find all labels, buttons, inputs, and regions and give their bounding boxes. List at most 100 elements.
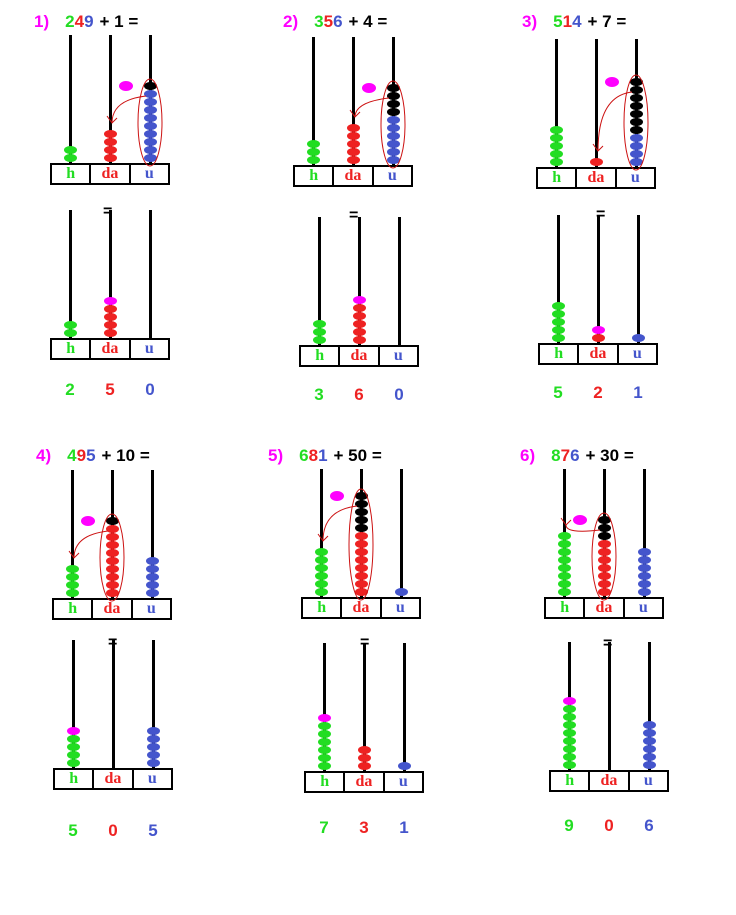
bead-da: [105, 541, 119, 549]
bead-da: [103, 130, 117, 138]
bead-da: [354, 524, 368, 532]
bead-h: [557, 540, 571, 548]
bead-h: [549, 142, 563, 150]
addend: + 7 =: [587, 12, 627, 31]
bead-da: [357, 762, 371, 770]
digit-h: 4: [67, 446, 77, 465]
abacus-start: h da u: [301, 469, 423, 619]
bead-h: [66, 759, 80, 767]
digit-h: 6: [299, 446, 309, 465]
digit-h: 2: [65, 12, 75, 31]
bead-h: [317, 762, 331, 770]
result-digits: 9 0 6: [549, 816, 669, 836]
result-digit-da: 2: [593, 383, 603, 402]
rod-u: [399, 469, 403, 597]
digit-u: 6: [333, 12, 343, 31]
abacus-result: h da u: [538, 215, 660, 365]
problem-title: 4) 495 + 10 =: [36, 446, 150, 466]
rod-da: [607, 642, 611, 770]
abacus-result: h da u: [549, 642, 671, 792]
bead-da: [591, 326, 605, 334]
place-value-frame: h da u: [50, 163, 170, 185]
bead-h: [562, 753, 576, 761]
result-digits: 5 2 1: [538, 383, 658, 403]
addend: + 4 =: [348, 12, 388, 31]
bead-da: [346, 148, 360, 156]
bead-h: [314, 588, 328, 596]
bead-u: [637, 580, 651, 588]
rod-u: [397, 217, 401, 345]
bead-u: [145, 573, 159, 581]
bead-h: [65, 581, 79, 589]
bead-h: [562, 761, 576, 769]
bead-h: [551, 326, 565, 334]
bead-u: [629, 158, 643, 166]
column-label-h: h: [551, 772, 591, 790]
bead-da: [352, 296, 366, 304]
rod-da: [362, 643, 366, 771]
result-digit-da: 6: [354, 385, 364, 404]
bead-da: [103, 154, 117, 162]
bead-da: [354, 588, 368, 596]
digit-da: 4: [74, 12, 85, 31]
bead-u: [642, 761, 656, 769]
bead-h: [551, 334, 565, 342]
rod-da: [357, 217, 361, 345]
bead-u: [629, 102, 643, 110]
column-label-da: da: [340, 347, 380, 365]
bead-h: [557, 588, 571, 596]
bead-h: [549, 134, 563, 142]
bead-h: [317, 754, 331, 762]
column-label-h: h: [538, 169, 578, 187]
bead-da: [354, 556, 368, 564]
bead-u: [386, 92, 400, 100]
rod-u: [636, 215, 640, 343]
digit-h: 8: [551, 446, 561, 465]
bead-da: [597, 524, 611, 532]
bead-da: [346, 156, 360, 164]
bead-da: [346, 132, 360, 140]
column-label-u: u: [395, 599, 405, 616]
bead-h: [306, 140, 320, 148]
bead-da: [105, 565, 119, 573]
bead-u: [637, 556, 651, 564]
column-label-h: h: [55, 770, 95, 788]
rod-h: [311, 37, 315, 165]
bead-da: [354, 580, 368, 588]
bead-u: [143, 130, 157, 138]
bead-da: [352, 328, 366, 336]
rod-h: [68, 210, 72, 338]
bead-da: [103, 305, 117, 313]
bead-h: [557, 548, 571, 556]
rod-h: [556, 215, 560, 343]
bead-h: [66, 735, 80, 743]
bead-h: [63, 154, 77, 162]
bead-da: [105, 581, 119, 589]
bead-h: [317, 738, 331, 746]
bead-da: [597, 572, 611, 580]
bead-u: [629, 110, 643, 118]
bead-u: [637, 572, 651, 580]
bead-da: [105, 517, 119, 525]
bead-da: [357, 754, 371, 762]
result-digit-h: 7: [319, 818, 329, 837]
bead-u: [386, 140, 400, 148]
bead-h: [557, 556, 571, 564]
bead-u: [642, 729, 656, 737]
bead-h: [314, 572, 328, 580]
bead-h: [557, 564, 571, 572]
bead-da: [354, 548, 368, 556]
problem-number: 5): [268, 446, 284, 465]
bead-u: [394, 588, 408, 596]
bead-da: [357, 746, 371, 754]
bead-u: [629, 78, 643, 86]
digit-u: 9: [84, 12, 94, 31]
column-label-h: h: [52, 165, 92, 183]
column-label-da: da: [585, 599, 625, 617]
digit-da: 8: [308, 446, 319, 465]
rod-h: [554, 39, 558, 167]
bead-u: [143, 122, 157, 130]
place-value-frame: h da u: [299, 345, 419, 367]
rod-h: [319, 469, 323, 597]
bead-u: [629, 142, 643, 150]
